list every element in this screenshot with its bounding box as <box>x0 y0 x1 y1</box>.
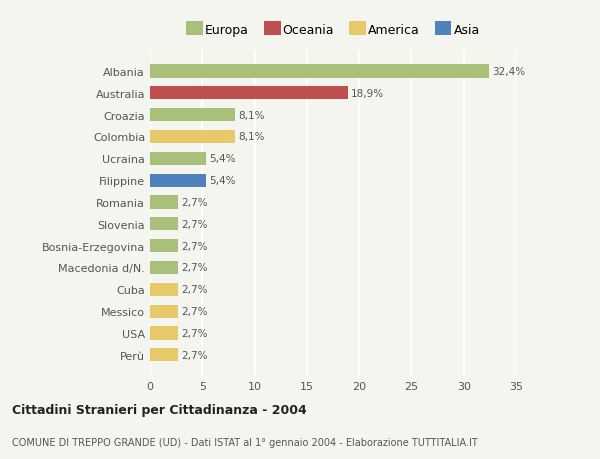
Text: 2,7%: 2,7% <box>181 350 208 360</box>
Bar <box>150 283 178 296</box>
Bar <box>150 305 178 318</box>
Bar <box>150 174 206 187</box>
Text: 2,7%: 2,7% <box>181 328 208 338</box>
Text: 8,1%: 8,1% <box>238 132 265 142</box>
Text: 5,4%: 5,4% <box>209 176 236 186</box>
Text: 5,4%: 5,4% <box>209 154 236 164</box>
Text: COMUNE DI TREPPO GRANDE (UD) - Dati ISTAT al 1° gennaio 2004 - Elaborazione TUTT: COMUNE DI TREPPO GRANDE (UD) - Dati ISTA… <box>12 437 478 447</box>
Text: 18,9%: 18,9% <box>351 89 384 99</box>
Text: 2,7%: 2,7% <box>181 219 208 230</box>
Text: 8,1%: 8,1% <box>238 111 265 120</box>
Bar <box>150 152 206 166</box>
Legend: Europa, Oceania, America, Asia: Europa, Oceania, America, Asia <box>187 24 479 37</box>
Bar <box>150 327 178 340</box>
Bar <box>150 240 178 252</box>
Bar <box>150 218 178 231</box>
Text: 2,7%: 2,7% <box>181 263 208 273</box>
Bar <box>150 65 489 78</box>
Bar <box>150 261 178 274</box>
Text: 2,7%: 2,7% <box>181 241 208 251</box>
Text: 2,7%: 2,7% <box>181 307 208 316</box>
Text: 2,7%: 2,7% <box>181 285 208 295</box>
Text: Cittadini Stranieri per Cittadinanza - 2004: Cittadini Stranieri per Cittadinanza - 2… <box>12 403 307 416</box>
Text: 2,7%: 2,7% <box>181 197 208 207</box>
Bar <box>150 87 347 100</box>
Bar <box>150 348 178 362</box>
Bar <box>150 131 235 144</box>
Bar <box>150 196 178 209</box>
Text: 32,4%: 32,4% <box>492 67 525 77</box>
Bar <box>150 109 235 122</box>
